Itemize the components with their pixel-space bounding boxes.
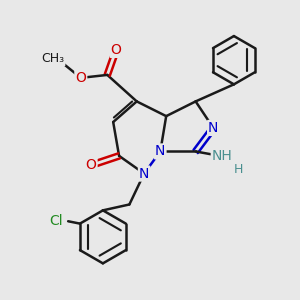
Text: NH: NH [212,149,232,163]
Text: CH₃: CH₃ [41,52,64,65]
Text: N: N [155,145,166,158]
Text: H: H [234,163,243,176]
Text: N: N [208,121,218,135]
Text: Cl: Cl [50,214,63,228]
Text: O: O [75,71,86,85]
Text: O: O [111,43,122,57]
Text: O: O [86,158,97,172]
Text: N: N [139,167,149,181]
